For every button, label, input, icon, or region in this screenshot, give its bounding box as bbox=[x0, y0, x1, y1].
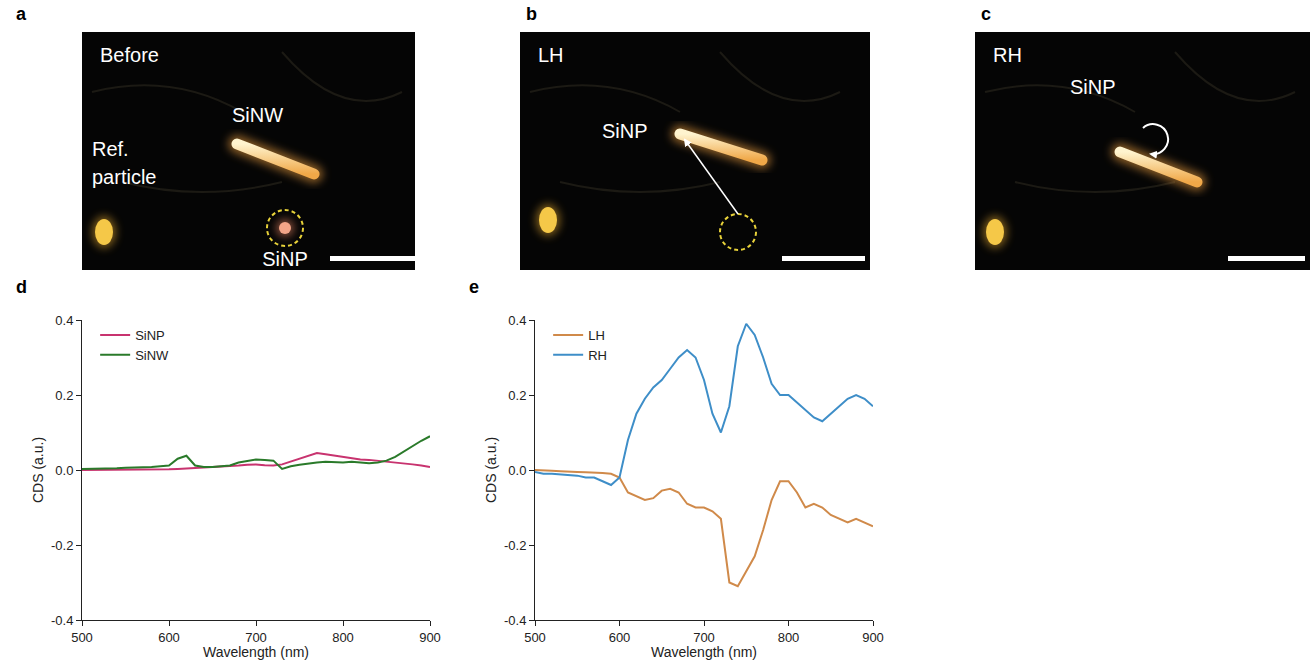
svg-text:0.4: 0.4 bbox=[508, 313, 526, 328]
svg-text:-0.4: -0.4 bbox=[51, 613, 73, 628]
svg-text:0.4: 0.4 bbox=[55, 313, 73, 328]
svg-text:a: a bbox=[16, 4, 27, 24]
svg-text:Wavelength (nm): Wavelength (nm) bbox=[203, 644, 309, 660]
svg-text:LH: LH bbox=[538, 44, 564, 66]
svg-text:900: 900 bbox=[419, 630, 441, 645]
svg-text:700: 700 bbox=[245, 630, 267, 645]
svg-text:SiNP: SiNP bbox=[135, 328, 165, 343]
svg-text:SiNP: SiNP bbox=[602, 120, 648, 142]
svg-text:SiNW: SiNW bbox=[135, 348, 169, 363]
svg-text:b: b bbox=[526, 4, 537, 24]
svg-text:CDS (a.u.): CDS (a.u.) bbox=[30, 437, 46, 503]
svg-text:800: 800 bbox=[332, 630, 354, 645]
svg-text:c: c bbox=[981, 4, 991, 24]
svg-text:800: 800 bbox=[778, 630, 800, 645]
svg-text:-0.4: -0.4 bbox=[504, 613, 526, 628]
svg-text:-0.2: -0.2 bbox=[51, 538, 73, 553]
svg-text:-0.2: -0.2 bbox=[504, 538, 526, 553]
svg-text:0.2: 0.2 bbox=[55, 388, 73, 403]
svg-text:Before: Before bbox=[100, 44, 159, 66]
svg-text:500: 500 bbox=[524, 630, 546, 645]
svg-text:500: 500 bbox=[71, 630, 93, 645]
svg-text:0.2: 0.2 bbox=[508, 388, 526, 403]
svg-text:Ref.particle: Ref.particle bbox=[92, 138, 156, 188]
svg-text:600: 600 bbox=[609, 630, 631, 645]
svg-text:Wavelength (nm): Wavelength (nm) bbox=[651, 644, 757, 660]
svg-text:SiNW: SiNW bbox=[232, 104, 283, 126]
svg-text:CDS (a.u.): CDS (a.u.) bbox=[483, 437, 499, 503]
svg-text:0.0: 0.0 bbox=[55, 463, 73, 478]
svg-text:SiNP: SiNP bbox=[262, 248, 308, 270]
svg-text:700: 700 bbox=[693, 630, 715, 645]
svg-text:900: 900 bbox=[862, 630, 884, 645]
svg-text:SiNP: SiNP bbox=[1070, 76, 1116, 98]
svg-text:0.0: 0.0 bbox=[508, 463, 526, 478]
svg-text:RH: RH bbox=[588, 348, 607, 363]
svg-text:LH: LH bbox=[588, 328, 605, 343]
svg-text:e: e bbox=[469, 277, 479, 297]
svg-text:d: d bbox=[16, 277, 27, 297]
svg-text:RH: RH bbox=[993, 44, 1022, 66]
svg-text:600: 600 bbox=[158, 630, 180, 645]
